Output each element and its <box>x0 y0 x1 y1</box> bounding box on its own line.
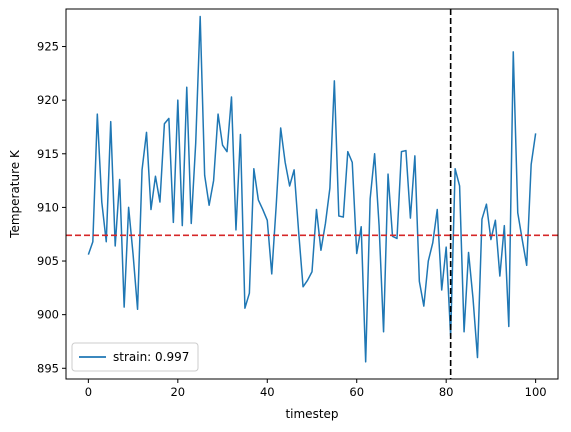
y-tick-label: 915 <box>37 147 59 161</box>
legend: strain: 0.997 <box>71 342 199 372</box>
x-tick-label: 80 <box>439 385 454 399</box>
x-tick-label: 0 <box>85 385 92 399</box>
plot-frame <box>65 8 559 380</box>
x-tick-label: 60 <box>349 385 364 399</box>
x-axis-label: timestep <box>285 407 338 421</box>
x-tick-label: 40 <box>260 385 275 399</box>
y-tick-label: 925 <box>37 40 59 54</box>
x-axis-ticks: 0 20 40 60 80 100 <box>85 379 547 399</box>
legend-label: strain: 0.997 <box>113 350 189 364</box>
y-tick-label: 920 <box>37 93 59 107</box>
y-axis-label: Temperature K <box>8 149 22 239</box>
x-tick-label: 100 <box>525 385 547 399</box>
legend-box <box>71 342 199 372</box>
series-line-0 <box>87 15 537 363</box>
y-tick-label: 900 <box>37 308 59 322</box>
y-tick-label: 895 <box>37 361 59 375</box>
y-tick-label: 910 <box>37 200 59 214</box>
y-axis-ticks: 895 900 905 910 915 920 925 <box>37 40 66 375</box>
y-tick-label: 905 <box>37 254 59 268</box>
x-tick-label: 20 <box>170 385 185 399</box>
plot-area <box>66 9 558 379</box>
